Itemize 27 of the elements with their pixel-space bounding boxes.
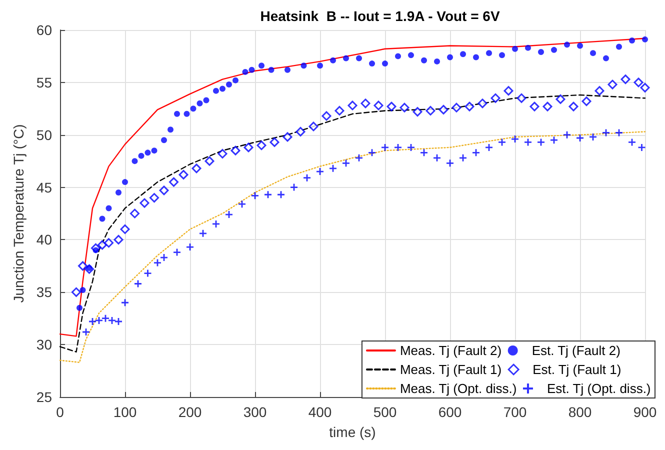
legend-label: Meas. Tj (Fault 1) (400, 362, 502, 377)
legend-label: Est. Tj (Fault 1) (532, 362, 622, 377)
x-tick-label: 800 (568, 404, 592, 420)
legend-label: Est. Tj (Fault 2) (532, 343, 620, 358)
y-tick-label: 30 (36, 336, 52, 353)
x-tick-label: 100 (113, 404, 137, 420)
legend-label: Meas. Tj (Opt. diss.) (400, 381, 517, 396)
x-axis-title: time (s) (329, 424, 376, 440)
y-tick-label: 25 (36, 389, 52, 405)
x-tick-label: 400 (308, 404, 332, 420)
x-tick-label: 0 (56, 404, 64, 420)
x-tick-label: 300 (243, 404, 267, 420)
y-tick-label: 55 (36, 74, 52, 90)
y-axis-title: Junction Temperature Tj (°C) (10, 124, 27, 303)
x-tick-label: 500 (373, 404, 397, 420)
y-tick-label: 50 (36, 126, 52, 143)
x-tick-label: 600 (438, 404, 462, 420)
x-tick-label: 700 (503, 404, 527, 420)
y-tick-label: 40 (36, 232, 52, 248)
y-tick-label: 35 (36, 284, 52, 300)
y-tick-label: 60 (36, 22, 52, 38)
x-tick-label: 200 (178, 404, 202, 420)
x-tick-label: 900 (633, 404, 657, 420)
legend-label: Est. Tj (Opt. diss.) (546, 381, 651, 396)
y-tick-label: 45 (36, 179, 52, 196)
legend-label: Meas. Tj (Fault 2) (400, 343, 502, 358)
chart-title: Heatsink B -- Iout = 1.9A - Vout = 6V (260, 8, 500, 24)
